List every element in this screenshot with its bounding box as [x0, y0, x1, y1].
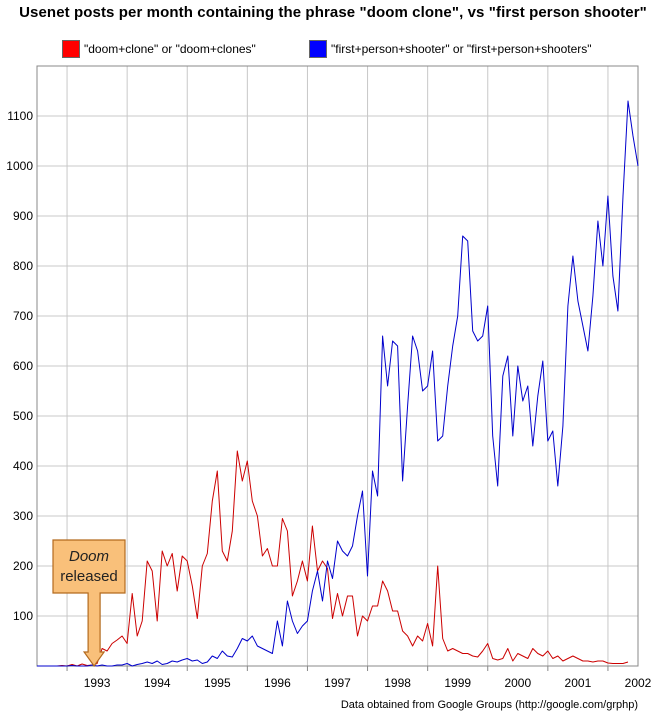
x-tick-label: 1998 — [384, 676, 411, 690]
callout-text-released: released — [60, 568, 118, 585]
legend-swatch-red — [62, 40, 80, 58]
x-axis: 1993 1994 1995 1996 1997 1998 1999 2000 2001 2002 — [66, 666, 652, 690]
y-tick-label: 1000 — [6, 159, 33, 173]
y-axis: 100 200 300 400 500 600 700 800 900 1000 1100 — [6, 109, 33, 623]
chart-title: Usenet posts per month containing the ph… — [19, 4, 647, 21]
legend-label: "doom+clone" or "doom+clones" — [84, 42, 256, 56]
y-tick-label: 700 — [13, 309, 33, 323]
callout-arrow — [52, 539, 126, 668]
legend-swatch-blue — [309, 40, 327, 58]
doom-released-callout: Doom released — [52, 539, 126, 668]
x-tick-label: 1993 — [84, 676, 111, 690]
y-tick-label: 300 — [13, 509, 33, 523]
grid-lines — [37, 66, 638, 666]
y-tick-label: 500 — [13, 409, 33, 423]
x-tick-label: 2002 — [625, 676, 652, 690]
x-tick-label: 1994 — [144, 676, 171, 690]
y-tick-label: 1100 — [7, 109, 33, 123]
x-tick-label: 1997 — [324, 676, 351, 690]
legend-label: "first+person+shooter" or "first+person+… — [331, 42, 592, 56]
y-tick-label: 600 — [13, 359, 33, 373]
x-tick-label: 1995 — [204, 676, 231, 690]
x-tick-label: 2000 — [504, 676, 531, 690]
series-line-doom-clone — [37, 450, 629, 667]
y-tick-label: 100 — [13, 609, 33, 623]
callout-text-doom: Doom — [69, 548, 109, 565]
y-tick-label: 800 — [13, 259, 33, 273]
y-tick-label: 400 — [13, 459, 33, 473]
data-source-note: Data obtained from Google Groups (http:/… — [340, 699, 638, 711]
y-tick-label: 900 — [13, 209, 33, 223]
x-tick-label: 2001 — [565, 676, 592, 690]
plot-frame — [36, 65, 639, 667]
series-lines — [37, 100, 639, 667]
legend-entry-doom-clone: "doom+clone" or "doom+clones" — [62, 40, 256, 58]
x-tick-label: 1996 — [264, 676, 291, 690]
y-tick-label: 200 — [13, 559, 33, 573]
legend-entry-first-person-shooter: "first+person+shooter" or "first+person+… — [309, 40, 592, 58]
x-tick-label: 1999 — [444, 676, 471, 690]
series-line-first-person-shooter — [37, 100, 639, 667]
